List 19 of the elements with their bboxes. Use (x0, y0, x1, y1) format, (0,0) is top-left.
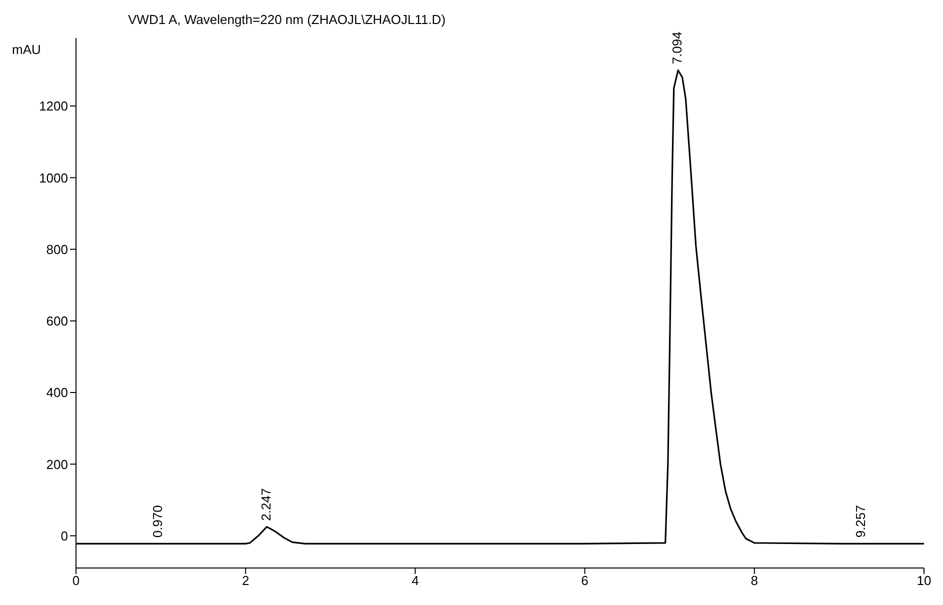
annotation: 7.094 (670, 32, 685, 64)
y-tick-label: 600 (46, 314, 68, 329)
x-tick-label: 6 (581, 573, 588, 588)
annotation: 9.257 (852, 505, 868, 538)
y-axis-title: mAU (12, 42, 41, 57)
x-tick-label: 8 (750, 573, 758, 588)
y-tick-label: 1200 (39, 98, 68, 114)
y-tick-label: 800 (46, 242, 68, 257)
annotation: 0.970 (150, 505, 166, 538)
y-tick-label: 400 (46, 385, 68, 400)
annotation: 2.247 (258, 488, 274, 521)
x-tick-label: 10 (916, 573, 932, 588)
x-tick-label: 4 (412, 573, 419, 588)
y-tick-label: 0 (60, 528, 68, 544)
y-tick-label: 200 (46, 456, 68, 472)
y-tick-label: 1000 (39, 170, 68, 186)
x-tick-label: 2 (242, 573, 250, 588)
chart-title: VWD1 A, Wavelength=220 nm (ZHAOJL\ZHAOJL11.D) (128, 12, 446, 27)
x-tick-label: 0 (72, 573, 80, 588)
